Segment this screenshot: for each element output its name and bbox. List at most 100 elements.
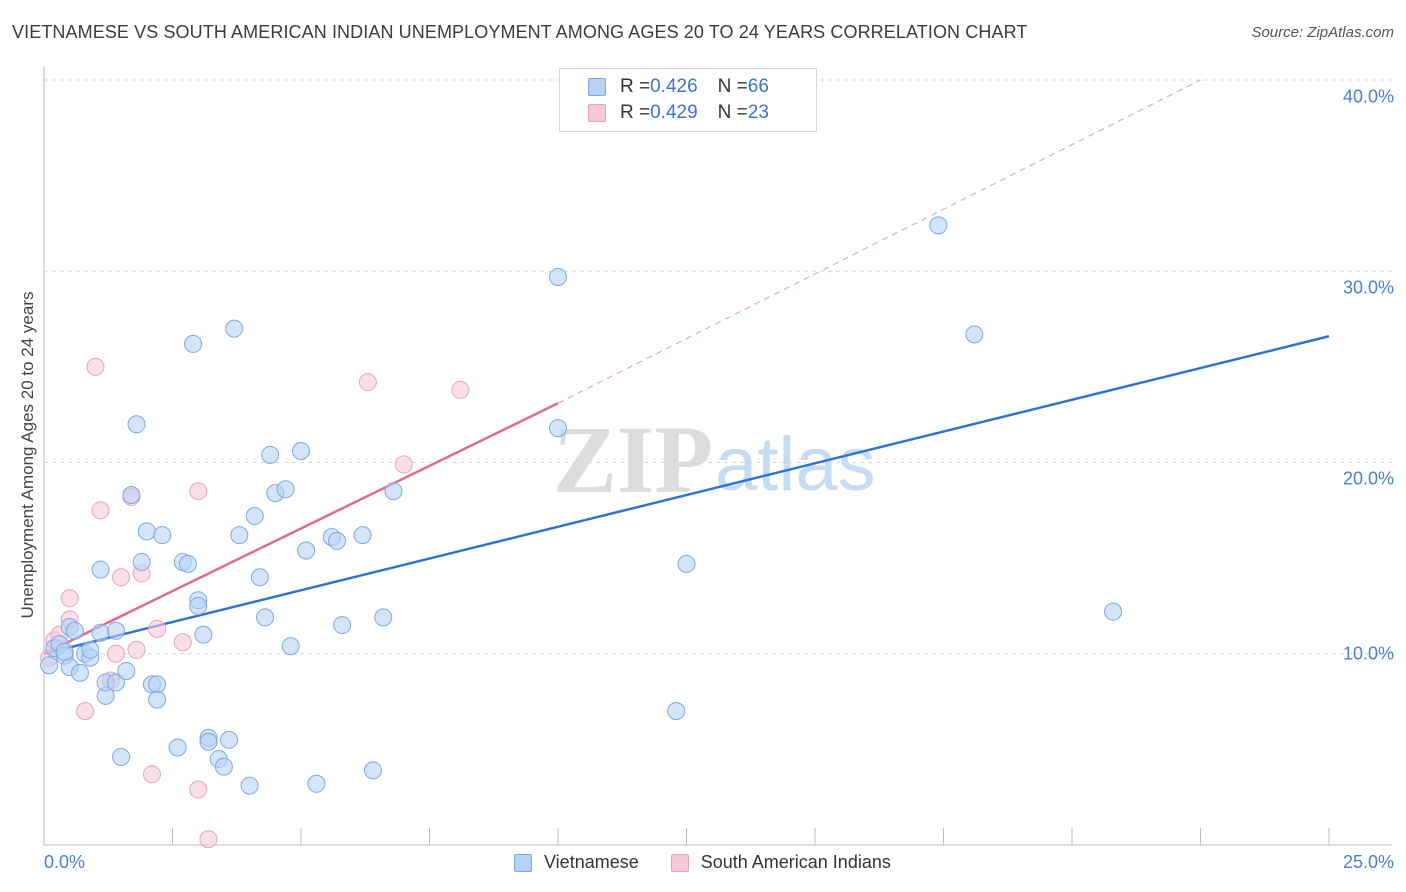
legend-r-value: 0.429	[650, 102, 698, 123]
data-point-vietnamese	[65, 621, 84, 640]
data-point-south-american-indians	[148, 619, 167, 638]
data-point-vietnamese	[40, 656, 59, 675]
x-tick-label: 0.0%	[44, 852, 86, 872]
legend-n-value: 23	[747, 102, 769, 123]
legend-r-value: 0.426	[650, 76, 698, 97]
data-point-vietnamese	[929, 216, 948, 235]
legend-swatch-pink	[670, 853, 689, 872]
legend-n-label: N =	[717, 76, 748, 97]
data-point-vietnamese	[292, 442, 310, 461]
data-point-south-american-indians	[189, 780, 208, 799]
data-point-south-american-indians	[112, 568, 131, 587]
data-point-vietnamese	[256, 608, 275, 627]
data-point-south-american-indians	[189, 482, 208, 501]
data-point-vietnamese	[122, 486, 141, 505]
data-point-vietnamese	[132, 552, 151, 571]
data-point-vietnamese	[245, 507, 264, 526]
data-point-vietnamese	[549, 419, 567, 438]
data-point-vietnamese	[137, 522, 156, 541]
y-tick-label: 30.0%	[1342, 277, 1394, 298]
trend-line-vietnamese	[43, 335, 1330, 655]
x-tick-label: 25.0%	[1342, 852, 1394, 872]
axes	[43, 66, 1392, 846]
legend-item-vietnamese[interactable]: Vietnamese	[514, 852, 639, 873]
data-point-vietnamese	[333, 616, 352, 635]
data-point-vietnamese	[307, 774, 326, 793]
trend-line-south-american-indians	[43, 402, 559, 655]
data-point-vietnamese	[148, 690, 167, 709]
series-legend: Vietnamese South American Indians	[514, 852, 923, 873]
data-point-vietnamese	[297, 541, 316, 560]
trend-lines	[43, 79, 1330, 655]
legend-r-label: R =	[620, 76, 651, 97]
data-point-vietnamese	[106, 673, 125, 692]
data-point-vietnamese	[199, 732, 218, 751]
data-point-vietnamese	[250, 568, 269, 587]
legend-r-label: R =	[620, 102, 651, 123]
data-point-vietnamese	[112, 748, 131, 767]
data-point-vietnamese	[549, 267, 567, 286]
trend-line-south-american-indians-extrapolated	[557, 79, 1201, 404]
data-point-south-american-indians	[358, 373, 377, 392]
y-tick-label: 40.0%	[1342, 86, 1394, 107]
legend-n-value: 66	[747, 76, 769, 97]
data-point-south-american-indians	[86, 357, 105, 376]
watermark: ZIP atlas	[553, 406, 876, 513]
legend-item-south-american-indians[interactable]: South American Indians	[670, 852, 891, 873]
data-point-vietnamese	[153, 526, 172, 545]
data-point-vietnamese	[184, 334, 203, 353]
data-point-vietnamese	[148, 675, 167, 694]
correlation-legend: R = 0.426 N = 66 R = 0.429 N = 23	[559, 68, 817, 132]
y-tick-label: 10.0%	[1342, 643, 1394, 664]
data-point-south-american-indians	[91, 501, 110, 520]
data-point-vietnamese	[353, 526, 372, 545]
data-point-vietnamese	[127, 415, 146, 434]
data-point-south-american-indians	[76, 702, 95, 721]
data-point-vietnamese	[55, 642, 74, 661]
watermark-zip: ZIP	[553, 406, 713, 513]
data-point-vietnamese	[327, 531, 346, 550]
data-point-south-american-indians	[173, 633, 192, 652]
legend-row-vietnamese: R = 0.426 N = 66	[588, 75, 769, 99]
data-point-vietnamese	[194, 625, 213, 644]
data-point-vietnamese	[168, 738, 187, 757]
data-point-south-american-indians	[142, 765, 161, 784]
data-point-vietnamese	[106, 621, 125, 640]
data-point-vietnamese	[374, 608, 393, 627]
data-point-vietnamese	[384, 482, 403, 501]
chart-title: VIETNAMESE VS SOUTH AMERICAN INDIAN UNEM…	[12, 22, 1028, 42]
data-point-south-american-indians	[60, 589, 79, 608]
data-point-south-american-indians	[199, 830, 218, 849]
legend-label: Vietnamese	[544, 852, 639, 872]
y-axis-title: Unemployment Among Ages 20 to 24 years	[18, 291, 37, 619]
data-point-vietnamese	[117, 661, 136, 680]
data-point-vietnamese	[178, 554, 197, 573]
data-point-vietnamese	[261, 445, 280, 464]
data-point-south-american-indians	[106, 644, 125, 663]
legend-swatch-blue	[514, 853, 532, 872]
data-point-vietnamese	[214, 757, 233, 776]
data-point-vietnamese	[667, 702, 686, 721]
legend-n-label: N =	[717, 102, 748, 123]
data-point-vietnamese	[70, 663, 89, 682]
y-tick-label: 20.0%	[1342, 468, 1394, 489]
source-label: Source: ZipAtlas.com	[1251, 24, 1394, 41]
data-point-vietnamese	[81, 640, 100, 659]
legend-swatch-blue	[588, 78, 606, 96]
legend-swatch-pink	[588, 104, 606, 122]
data-point-vietnamese	[1104, 602, 1123, 621]
data-point-vietnamese	[225, 319, 244, 338]
watermark-atlas: atlas	[715, 422, 876, 507]
data-point-south-american-indians	[394, 455, 413, 474]
data-point-south-american-indians	[127, 640, 146, 659]
gridlines	[44, 79, 1392, 655]
data-point-vietnamese	[91, 623, 110, 642]
data-point-vietnamese	[240, 776, 259, 795]
data-point-vietnamese	[276, 480, 295, 499]
data-point-vietnamese	[363, 761, 382, 780]
data-points	[40, 216, 1123, 849]
data-point-vietnamese	[189, 596, 208, 615]
data-point-vietnamese	[965, 325, 984, 344]
data-point-vietnamese	[230, 526, 249, 545]
